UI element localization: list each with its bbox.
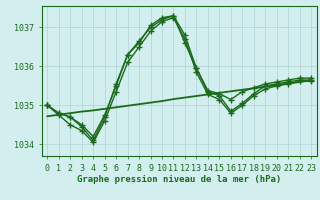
X-axis label: Graphe pression niveau de la mer (hPa): Graphe pression niveau de la mer (hPa) (77, 175, 281, 184)
